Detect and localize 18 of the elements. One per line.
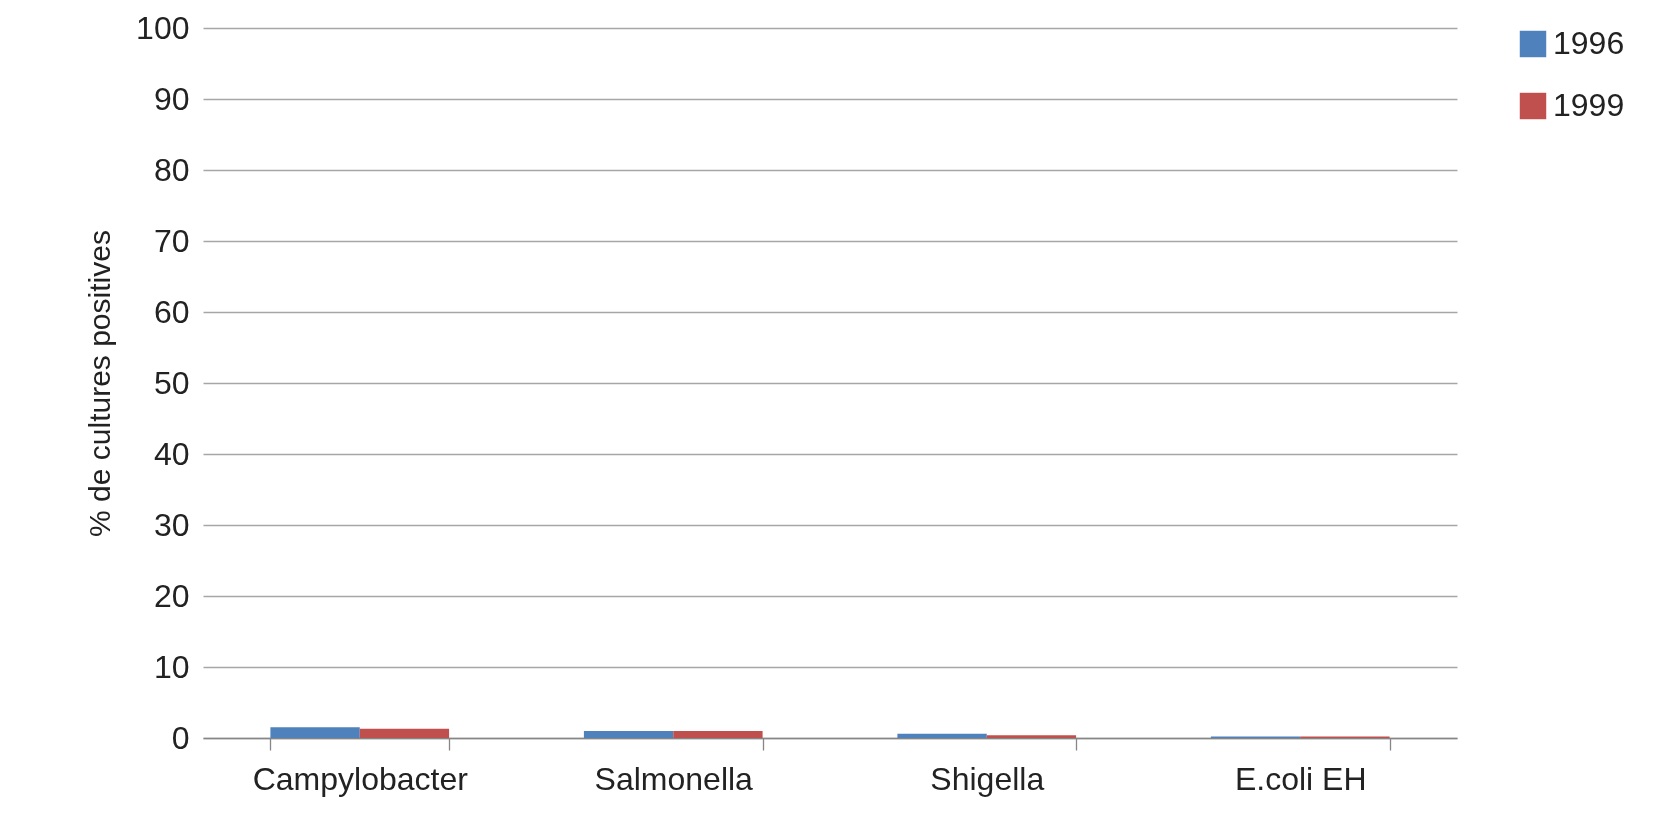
legend-label: 1999 [1553,87,1625,123]
y-tick-label: 20 [153,577,190,614]
y-tick-label: 60 [153,293,190,330]
legend-label: 1996 [1553,25,1625,61]
y-axis-title: % de cultures positives [83,230,117,537]
y-tick-label: 0 [171,719,190,756]
x-tick-label: Salmonella [594,760,754,797]
x-tick-label: Shigella [930,760,1045,797]
x-tick-label: E.coli EH [1234,760,1367,797]
y-tick-label: 80 [153,151,190,188]
y-tick-label: 40 [153,435,190,472]
y-tick-label: 70 [153,222,190,259]
y-tick-label: 50 [153,364,190,401]
y-tick-label: 10 [153,648,190,685]
y-tick-label: 100 [136,9,190,46]
x-tick-label: Campylobacter [252,760,469,797]
y-tick-label: 30 [153,506,190,543]
y-tick-label: 90 [153,80,190,117]
